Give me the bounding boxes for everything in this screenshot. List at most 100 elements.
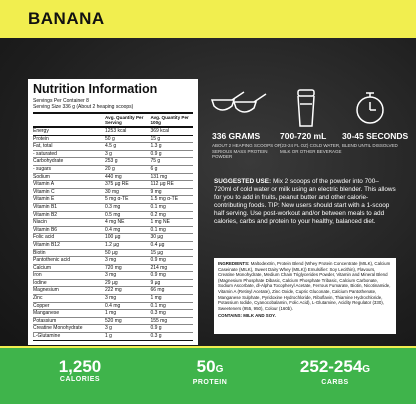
nutrient-amount: 0.9 g: [150, 150, 193, 159]
nutrition-rows: Energy 1253 kcal 369 kcal Protein 50 g 15 g Fa…: [33, 127, 193, 341]
nutrient-name: Pantothenic acid: [33, 256, 105, 265]
nutrient-name: - saturated: [33, 150, 105, 159]
nutrient-amount: 1 mg: [150, 294, 193, 303]
nutrition-row: Energy 1253 kcal 369 kcal: [33, 127, 193, 136]
nutrient-amount: 155 mg: [150, 317, 193, 326]
nutrient-name: Sodium: [33, 173, 105, 182]
nutrition-row: Vitamin A 375 µg RE 112 µg RE: [33, 180, 193, 189]
nutrient-name: Manganese: [33, 309, 105, 318]
stopwatch-icon: [356, 92, 384, 124]
nutrient-amount: 214 mg: [150, 264, 193, 273]
stat-value-line: 50G: [170, 358, 250, 379]
nutrient-amount: 131 mg: [150, 173, 193, 182]
nutrition-row: Iodine 29 µg 9 µg: [33, 279, 193, 288]
nutrient-name: Fat, total: [33, 142, 105, 151]
stat-value: 50: [196, 357, 216, 376]
nutrient-amount: 50 g: [105, 135, 151, 144]
nutrient-name: Niacin: [33, 218, 105, 227]
usage-item: 700-720 mL (23-24 FL OZ) COLD WATER, MIL…: [280, 131, 350, 154]
nutrition-row: Niacin 4 mg NE 1 mg NE: [33, 218, 193, 227]
nutrient-amount: 0.1 mg: [150, 203, 193, 212]
nutrition-panel: Nutrition Information Servings Per Conta…: [28, 79, 198, 345]
nutrient-amount: 1 mg NE: [150, 218, 193, 227]
nutrient-name: Vitamin B6: [33, 226, 105, 235]
nutrition-row: Potassium 520 mg 155 mg: [33, 317, 193, 326]
nutrient-name: Potassium: [33, 317, 105, 326]
nutrient-name: Carbohydrate: [33, 157, 105, 166]
nutrient-amount: 0.1 mg: [150, 302, 193, 311]
nutrient-amount: 9 mg: [150, 188, 193, 197]
nutrition-row: L-Glutamine 1 g 0.3 g: [33, 332, 193, 341]
blank-header: [33, 112, 105, 128]
stat-unit: G: [362, 364, 371, 375]
nutrient-amount: 0.9 g: [150, 324, 193, 334]
nutrition-row: Vitamin C 30 mg 9 mg: [33, 188, 193, 197]
nutrient-amount: 9 µg: [150, 279, 193, 288]
nutrition-row: Vitamin B1 0.3 mg 0.1 mg: [33, 203, 193, 212]
nutrient-amount: 0.3 mg: [105, 203, 151, 212]
stat-value: 1,250: [58, 357, 102, 376]
nutrient-amount: 0.4 mg: [105, 226, 151, 235]
usage-text: ABOUT 2 HEAPING SCOOPS OF SERIOUS MASS P…: [212, 143, 281, 159]
nutrient-amount: 66 mg: [150, 286, 193, 296]
nutrient-name: Vitamin A: [33, 180, 105, 189]
nutrition-row: Pantothenic acid 3 mg 0.9 mg: [33, 256, 193, 265]
scoop-icon: [210, 91, 267, 113]
nutrient-amount: 112 µg RE: [150, 180, 193, 189]
nutrient-name: Creatine Monohydrate: [33, 324, 105, 334]
stat-label: CALORIES: [59, 376, 101, 383]
ingredients-box: INGREDIENTS: Maltodextrin, Protein Blend…: [214, 258, 396, 334]
column-header: Avg. Quantity Per Serving: [105, 112, 151, 128]
shaker-icon: [297, 89, 315, 127]
flavour-band: BANANA: [0, 0, 416, 38]
nutrient-amount: 1.3 g: [150, 142, 193, 151]
nutrient-name: Vitamin B12: [33, 241, 105, 250]
usage-item: 30-45 SECONDS BLEND UNTIL DISSOLVED: [342, 131, 412, 149]
nutrient-name: Vitamin C: [33, 188, 105, 197]
header-row: Avg. Quantity Per Serving Avg. Quantity …: [33, 112, 193, 128]
nutrient-amount: 440 mg: [105, 173, 151, 182]
stat: 252-254G CARBS: [285, 358, 385, 387]
nutrition-row: Manganese 1 mg 0.3 mg: [33, 309, 193, 318]
nutrient-amount: 1 mg: [105, 309, 151, 318]
nutrient-amount: 50 µg: [105, 249, 151, 258]
ingredients-text: Maltodextrin, Protein Blend (Whey Protei…: [218, 261, 391, 311]
nutrition-row: Iron 3 mg 0.9 mg: [33, 271, 193, 280]
usage-text: (23-24 FL OZ) COLD WATER, MILK OR OTHER …: [280, 143, 342, 154]
stat-label: PROTEIN: [192, 379, 228, 386]
nutrient-amount: 29 µg: [105, 279, 151, 288]
usage-heading: 336 GRAMS: [212, 131, 261, 141]
servings: Servings Per Container 8: [33, 98, 89, 104]
nutrient-amount: 3 mg: [105, 294, 151, 303]
nutrient-name: Iodine: [33, 279, 105, 288]
nutrient-amount: 4.5 g: [105, 142, 151, 151]
nutrient-amount: 1 g: [105, 332, 151, 341]
nutrient-amount: 720 mg: [105, 264, 151, 273]
nutrition-table: Avg. Quantity Per Serving Avg. Quantity …: [33, 112, 193, 341]
nutrient-name: Iron: [33, 271, 105, 280]
nutrient-amount: 30 mg: [105, 188, 151, 197]
nutrient-name: L-Glutamine: [33, 332, 105, 341]
suggested-use: SUGGESTED USE: Mix 2 scoops of the powde…: [214, 178, 396, 225]
nutrient-amount: 5 mg α-TE: [105, 195, 151, 204]
nutrient-name: Calcium: [33, 264, 105, 273]
nutrient-amount: 520 mg: [105, 317, 151, 326]
nutrition-row: Carbohydrate 253 g 75 g: [33, 157, 193, 166]
stats-band: 1,250 CALORIES 50G PROTEIN 252-254G CARB…: [0, 346, 416, 404]
nutrient-amount: 0.4 mg: [105, 302, 151, 311]
nutrient-name: Zinc: [33, 294, 105, 303]
nutrient-amount: 20 g: [105, 165, 151, 174]
nutrient-amount: 1.2 µg: [105, 241, 151, 250]
nutrient-name: Protein: [33, 135, 105, 144]
nutrition-row: Creatine Monohydrate 3 g 0.9 g: [33, 324, 193, 334]
nutrient-name: Vitamin E: [33, 195, 105, 204]
stat-unit: G: [215, 364, 224, 375]
nutrient-amount: 75 g: [150, 157, 193, 166]
nutrient-name: Vitamin B2: [33, 211, 105, 220]
nutrient-name: Energy: [33, 127, 105, 136]
nutrient-amount: 6 g: [150, 165, 193, 174]
nutrient-amount: 3 g: [105, 324, 151, 334]
